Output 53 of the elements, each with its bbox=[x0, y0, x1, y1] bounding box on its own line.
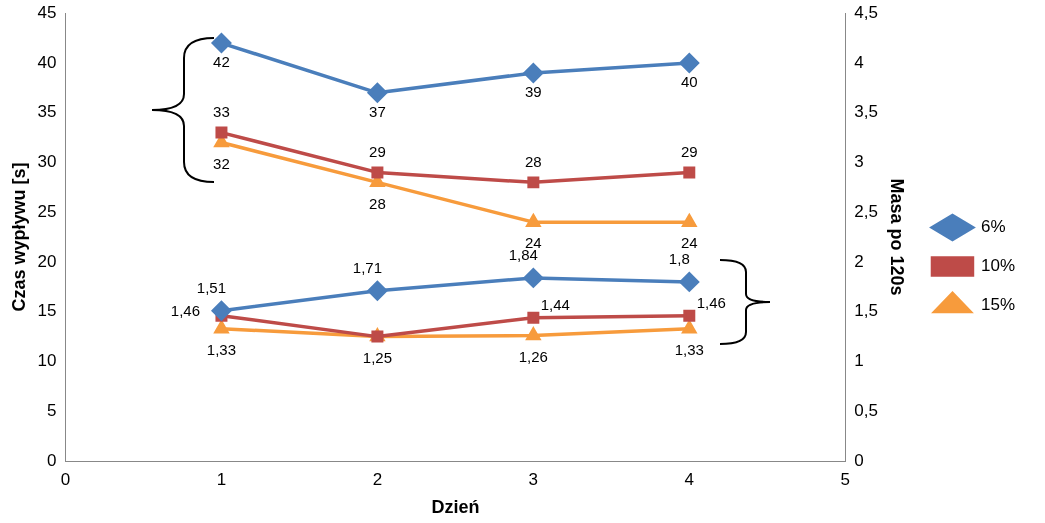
x-tick-label: 5 bbox=[840, 469, 850, 489]
data-label: 40 bbox=[680, 73, 698, 91]
data-label: 29 bbox=[369, 142, 386, 160]
data-label: 1,25 bbox=[362, 348, 392, 366]
legend-label: 6% bbox=[980, 217, 1006, 237]
data-label: 1,51 bbox=[196, 278, 227, 296]
y-tick-label: 35 bbox=[37, 102, 57, 122]
data-label: 1,44 bbox=[540, 295, 570, 313]
y2-tick-label: 3 bbox=[854, 152, 864, 172]
y2-tick-label: 1 bbox=[854, 351, 864, 371]
y-tick-label: 45 bbox=[37, 2, 57, 22]
y2-tick-label: 1,5 bbox=[854, 301, 878, 321]
data-label: 28 bbox=[525, 152, 542, 170]
x-tick-label: 1 bbox=[216, 469, 227, 489]
data-label: 1,46 bbox=[170, 301, 201, 319]
y2-tick-label: 4 bbox=[854, 52, 864, 72]
data-label: 42 bbox=[213, 53, 230, 71]
data-label: 1,26 bbox=[518, 347, 548, 365]
data-label: 39 bbox=[525, 83, 542, 101]
y2-axis-title: Masa po 120s bbox=[886, 178, 907, 296]
data-label: 1,71 bbox=[352, 258, 382, 276]
x-tick-label: 0 bbox=[60, 469, 71, 489]
y-tick-label: 40 bbox=[37, 52, 57, 72]
legend-label: 15% bbox=[980, 295, 1016, 315]
data-label: 33 bbox=[213, 102, 230, 120]
x-tick-label: 4 bbox=[684, 469, 695, 489]
legend-label: 10% bbox=[980, 256, 1016, 276]
y2-tick-label: 4,5 bbox=[854, 2, 878, 22]
y2-tick-label: 3,5 bbox=[854, 102, 878, 122]
y2-tick-label: 0,5 bbox=[854, 400, 878, 420]
y-tick-label: 25 bbox=[37, 201, 57, 221]
y-tick-label: 30 bbox=[37, 152, 57, 172]
data-label: 28 bbox=[369, 194, 386, 212]
y-tick-label: 0 bbox=[47, 450, 57, 470]
x-tick-label: 2 bbox=[372, 469, 383, 489]
data-label: 1,46 bbox=[696, 293, 726, 311]
y2-tick-label: 2,5 bbox=[854, 201, 878, 221]
data-label: 24 bbox=[680, 234, 698, 252]
y-tick-label: 20 bbox=[37, 251, 57, 271]
y2-tick-label: 2 bbox=[854, 251, 864, 271]
data-label: 1,33 bbox=[206, 340, 237, 358]
y-axis-title: Czas wypływu [s] bbox=[8, 162, 29, 312]
x-axis-title: Dzień bbox=[431, 497, 480, 518]
y2-tick-label: 0 bbox=[854, 450, 864, 470]
y-tick-label: 15 bbox=[37, 301, 57, 321]
y-tick-label: 10 bbox=[37, 351, 57, 371]
data-label: 1,33 bbox=[674, 340, 704, 358]
data-label: 29 bbox=[680, 142, 698, 160]
data-label: 32 bbox=[213, 154, 230, 172]
y-tick-label: 5 bbox=[47, 400, 57, 420]
x-tick-label: 3 bbox=[528, 469, 539, 489]
data-label: 37 bbox=[369, 102, 386, 120]
data-label: 1,8 bbox=[668, 250, 690, 268]
